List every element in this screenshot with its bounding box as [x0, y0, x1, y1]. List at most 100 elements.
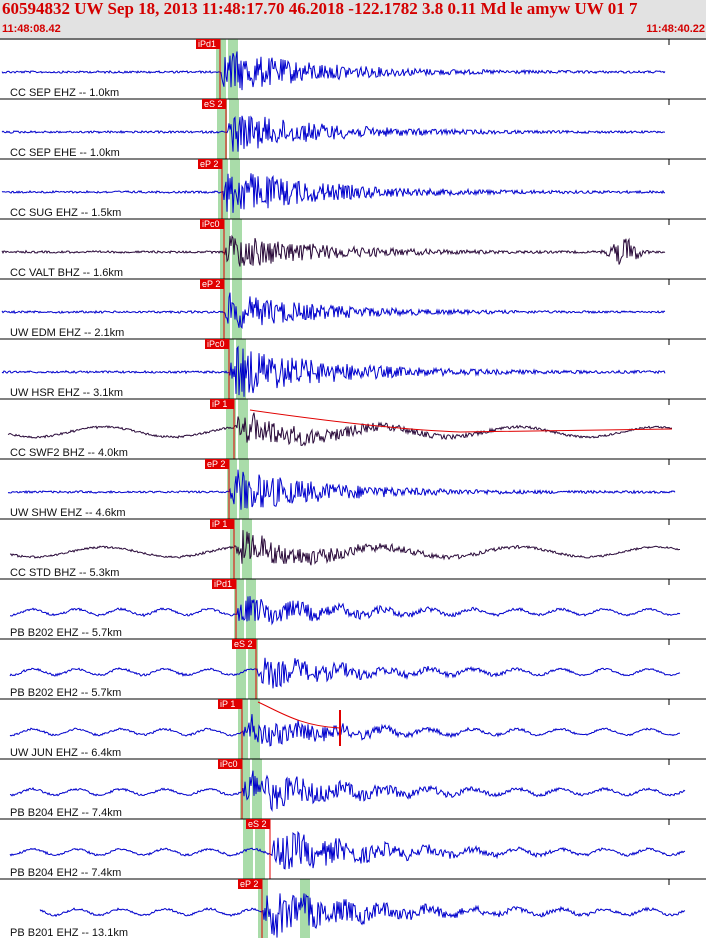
channel-row[interactable]: iPc0 UW HSR EHZ -- 3.1km — [0, 338, 706, 399]
phase-window-band — [228, 39, 238, 99]
phase-window-band — [232, 279, 242, 339]
phase-pick-box — [196, 39, 220, 49]
channel-row[interactable]: iP 1 UW JUN EHZ -- 6.4km — [0, 698, 706, 759]
channel-row[interactable]: iPd1 CC SEP EHZ -- 1.0km — [0, 38, 706, 99]
phase-pick-box — [210, 519, 234, 529]
window-start-time: 11:48:08.42 — [2, 23, 61, 35]
phase-window-band — [242, 519, 252, 579]
phase-window-band — [252, 759, 262, 819]
waveform-trace — [1, 173, 665, 213]
waveform-trace — [1, 115, 665, 152]
phase-pick-label[interactable]: iPd1 — [196, 39, 220, 49]
phase-pick-box — [212, 579, 236, 589]
phase-window-band — [216, 39, 226, 99]
channel-label: UW HSR EHZ -- 3.1km — [10, 387, 123, 399]
phase-pick-text: eP 2 — [202, 279, 220, 289]
waveform-trace — [1, 51, 666, 91]
channel-row[interactable]: iP 1 CC STD BHZ -- 5.3km — [0, 518, 706, 579]
phase-pick-label[interactable]: eP 2 — [200, 279, 224, 289]
phase-window-band — [226, 399, 236, 459]
channel-label: PB B204 EH2 -- 7.4km — [10, 867, 121, 879]
phase-window-band — [258, 879, 268, 938]
waveform-trace — [7, 412, 673, 447]
waveform-trace — [7, 469, 676, 510]
channel-row[interactable]: iPc0 CC VALT BHZ -- 1.6km — [0, 218, 706, 279]
channel-row[interactable]: eS 2 PB B202 EH2 -- 5.7km — [0, 638, 706, 699]
phase-pick-text: eS 2 — [204, 99, 223, 109]
waveform-trace — [9, 714, 680, 747]
phase-pick-text: iPd1 — [198, 39, 216, 49]
phase-pick-label[interactable]: eS 2 — [232, 639, 256, 649]
phase-pick-box — [200, 219, 224, 229]
phase-window-band — [227, 459, 237, 519]
phase-window-band — [236, 639, 246, 699]
phase-pick-label[interactable]: iP 1 — [210, 519, 234, 529]
channel-row[interactable]: eP 2 CC SUG EHZ -- 1.5km — [0, 158, 706, 219]
channel-label: PB B204 EHZ -- 7.4km — [10, 807, 122, 819]
phase-pick-label[interactable]: iPc0 — [200, 219, 224, 229]
phase-pick-box — [198, 159, 222, 169]
waveform-trace — [1, 345, 666, 397]
coda-fit-line — [257, 701, 341, 729]
phase-window-band — [248, 639, 258, 699]
phase-pick-box — [232, 639, 256, 649]
channel-label: UW JUN EHZ -- 6.4km — [10, 747, 121, 759]
phase-pick-text: eP 2 — [240, 879, 258, 889]
phase-pick-label[interactable]: iPd1 — [212, 579, 236, 589]
waveform-trace — [39, 893, 686, 938]
seismogram-header: 60594832 UW Sep 18, 2013 11:48:17.70 46.… — [0, 0, 706, 40]
phase-pick-text: eP 2 — [200, 159, 218, 169]
waveform-trace — [1, 292, 666, 329]
channel-label: PB B202 EH2 -- 5.7km — [10, 687, 121, 699]
channel-row[interactable]: eP 2 PB B201 EHZ -- 13.1km — [0, 878, 706, 938]
channel-row[interactable]: eS 2 CC SEP EHE -- 1.0km — [0, 98, 706, 159]
phase-pick-label[interactable]: eS 2 — [202, 99, 226, 109]
phase-pick-box — [200, 279, 224, 289]
phase-pick-label[interactable]: eP 2 — [198, 159, 222, 169]
channel-label: UW EDM EHZ -- 2.1km — [10, 327, 124, 339]
phase-pick-label[interactable]: eS 2 — [246, 819, 270, 829]
channel-row[interactable]: eP 2 UW EDM EHZ -- 2.1km — [0, 278, 706, 339]
phase-pick-label[interactable]: eP 2 — [238, 879, 262, 889]
phase-pick-box — [205, 339, 229, 349]
phase-pick-text: iP 1 — [212, 399, 227, 409]
phase-pick-label[interactable]: iPc0 — [218, 759, 242, 769]
phase-window-band — [230, 159, 240, 219]
waveform-trace — [1, 234, 666, 267]
phase-pick-label[interactable]: iPc0 — [205, 339, 229, 349]
phase-pick-label[interactable]: iP 1 — [210, 399, 234, 409]
channel-row[interactable]: eP 2 UW SHW EHZ -- 4.6km — [0, 458, 706, 519]
channel-label: CC VALT BHZ -- 1.6km — [10, 267, 123, 279]
window-end-time: 11:48:40.22 — [646, 23, 705, 35]
phase-window-band — [232, 219, 242, 279]
channel-label: CC SEP EHE -- 1.0km — [10, 147, 120, 159]
channel-row[interactable]: iPc0 PB B204 EHZ -- 7.4km — [0, 758, 706, 819]
channel-label: PB B201 EHZ -- 13.1km — [10, 927, 128, 938]
phase-pick-label[interactable]: iP 1 — [218, 699, 242, 709]
channel-row[interactable]: iPd1 PB B202 EHZ -- 5.7km — [0, 578, 706, 639]
phase-pick-text: iP 1 — [220, 699, 235, 709]
phase-pick-text: eS 2 — [248, 819, 267, 829]
phase-window-band — [238, 699, 248, 759]
phase-pick-box — [202, 99, 226, 109]
channel-label: CC STD BHZ -- 5.3km — [10, 567, 119, 579]
phase-window-band — [238, 399, 248, 459]
waveform-trace — [9, 830, 686, 870]
phase-window-band — [250, 699, 260, 759]
channel-label: PB B202 EHZ -- 5.7km — [10, 627, 122, 639]
coda-fit-line — [249, 409, 673, 433]
phase-pick-text: eP 2 — [207, 459, 225, 469]
phase-pick-box — [210, 399, 234, 409]
channel-label: CC SEP EHZ -- 1.0km — [10, 87, 119, 99]
phase-pick-box — [246, 819, 270, 829]
channel-row[interactable]: iP 1 CC SWF2 BHZ -- 4.0km — [0, 398, 706, 459]
phase-pick-text: iPc0 — [220, 759, 238, 769]
channel-label: UW SHW EHZ -- 4.6km — [10, 507, 126, 519]
phase-pick-text: iP 1 — [212, 519, 227, 529]
phase-pick-box — [218, 759, 242, 769]
phase-window-band — [218, 159, 228, 219]
phase-pick-label[interactable]: eP 2 — [205, 459, 229, 469]
phase-pick-text: eS 2 — [234, 639, 253, 649]
channel-row[interactable]: eS 2 PB B204 EH2 -- 7.4km — [0, 818, 706, 879]
